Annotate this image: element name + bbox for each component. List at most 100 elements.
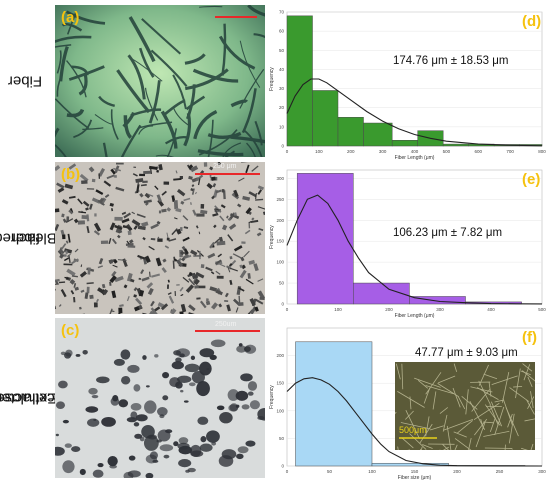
- x-tick-label: 50: [327, 469, 333, 474]
- particle: [114, 216, 123, 221]
- panel-tag: (f): [522, 329, 537, 346]
- fiber-strand: [78, 74, 88, 96]
- particle: [180, 227, 183, 232]
- particle: [97, 265, 104, 269]
- particle: [63, 257, 70, 262]
- particle: [145, 472, 154, 478]
- inset-micrograph: 500μm: [395, 362, 535, 450]
- particle: [80, 264, 83, 268]
- particle: [66, 216, 70, 222]
- particle: [190, 249, 198, 256]
- particle: [108, 258, 116, 263]
- particle: [205, 300, 211, 306]
- particle: [176, 284, 180, 286]
- particle: [213, 208, 219, 215]
- particle: [247, 381, 258, 391]
- fiber-strand: [138, 125, 154, 135]
- particle: [199, 348, 215, 358]
- particle: [209, 241, 216, 249]
- particle: [164, 245, 170, 249]
- y-tick-label: 100: [276, 260, 284, 265]
- row-label-bleached-fiber: Bleachedfiber: [0, 162, 56, 314]
- particle: [145, 385, 150, 388]
- inset-fiber: [417, 380, 429, 389]
- particle: [117, 259, 127, 262]
- particle: [98, 167, 106, 177]
- particle: [233, 245, 243, 252]
- particle: [140, 184, 147, 187]
- y-tick-label: 150: [276, 381, 284, 386]
- fiber-strand: [239, 68, 265, 109]
- particle: [123, 284, 128, 289]
- particle: [209, 166, 214, 171]
- particle: [142, 180, 148, 183]
- fiber-strand: [55, 44, 72, 48]
- particle: [142, 355, 147, 360]
- histogram-bar: [295, 341, 373, 467]
- particle: [119, 304, 124, 308]
- particle: [178, 459, 192, 468]
- particle: [123, 225, 133, 230]
- particle: [115, 186, 125, 192]
- particle: [220, 204, 226, 209]
- particle: [191, 274, 198, 280]
- particle: [179, 311, 185, 314]
- particle: [154, 354, 159, 358]
- particle: [66, 268, 76, 277]
- particle: [91, 394, 99, 399]
- particle: [194, 191, 198, 195]
- particle: [134, 433, 143, 439]
- particle: [156, 194, 162, 203]
- inset-fiber: [521, 370, 535, 382]
- histogram-bar: [409, 296, 466, 305]
- particle: [115, 162, 124, 165]
- particle: [68, 195, 76, 199]
- inset-fiber: [508, 413, 515, 444]
- particle: [233, 189, 239, 198]
- particle: [97, 199, 105, 206]
- particle: [142, 237, 146, 241]
- particle: [112, 264, 118, 268]
- particle: [178, 445, 193, 455]
- inset-fiber: [491, 401, 503, 427]
- particle: [183, 197, 191, 202]
- fiber-strand: [183, 112, 192, 147]
- fiber-strand: [198, 129, 238, 156]
- fiber-strand: [98, 95, 115, 108]
- particle: [61, 213, 65, 218]
- particle: [150, 307, 159, 314]
- particle: [173, 258, 176, 262]
- particle: [182, 253, 190, 260]
- particle: [68, 163, 77, 170]
- histogram-bar: [391, 140, 418, 147]
- particle: [171, 195, 176, 202]
- particle: [227, 389, 240, 401]
- fiber-strand: [94, 113, 113, 125]
- particle: [191, 188, 195, 195]
- particle: [74, 286, 79, 291]
- particle: [86, 225, 90, 234]
- particle: [154, 185, 159, 190]
- x-tick-label: 400: [411, 149, 419, 154]
- fiber-strand: [184, 53, 206, 65]
- particle: [78, 306, 82, 310]
- mean-annotation: 106.23 μm ± 7.82 μm: [393, 227, 502, 239]
- inset-fiber: [425, 372, 442, 395]
- fiber-strand: [56, 50, 62, 74]
- inset-fiber: [469, 400, 486, 430]
- fiber-strand: [241, 88, 257, 134]
- mean-annotation: 47.77 μm ± 9.03 μm: [415, 347, 518, 359]
- particle: [65, 349, 73, 357]
- inset-scale-label: 500μm: [399, 425, 427, 435]
- particle: [133, 225, 138, 230]
- particle: [233, 212, 237, 216]
- particle: [244, 229, 251, 235]
- fiber-strand: [129, 56, 163, 82]
- y-tick-label: 30: [279, 86, 285, 91]
- particle: [197, 285, 206, 289]
- particle: [210, 339, 226, 348]
- particle: [199, 443, 213, 452]
- scale-bar-label: 250 μm: [213, 163, 237, 170]
- particle: [235, 390, 249, 401]
- particle: [211, 195, 216, 200]
